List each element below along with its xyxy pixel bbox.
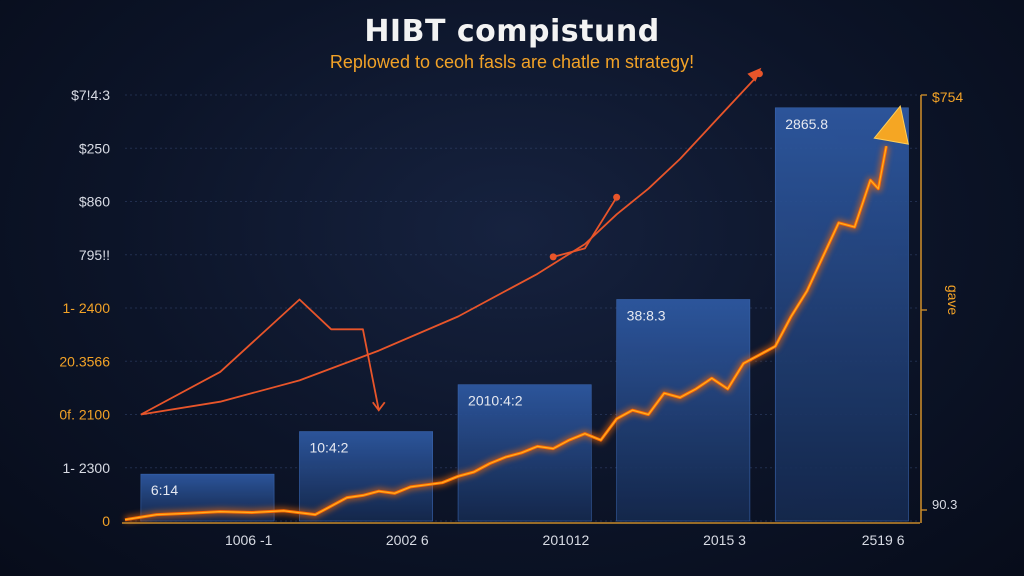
arrow-head-dip bbox=[372, 401, 386, 412]
trend-curve bbox=[140, 298, 380, 416]
right-axis-bottom-label: 90.3 bbox=[932, 497, 957, 512]
trend-curve bbox=[140, 73, 761, 416]
y-tick-label: $860 bbox=[79, 194, 110, 210]
x-tick-label: 2002 6 bbox=[386, 532, 429, 548]
y-tick-label: 1- 2300 bbox=[63, 460, 111, 476]
right-axis-top-label: $754 bbox=[932, 89, 963, 105]
chart-title: HIBT compistund bbox=[364, 14, 660, 49]
y-tick-label: 1- 2400 bbox=[63, 300, 111, 316]
curve-marker bbox=[549, 253, 557, 261]
bar bbox=[299, 431, 433, 522]
y-tick-label: 795!! bbox=[79, 247, 110, 263]
curve-marker bbox=[613, 193, 621, 201]
arrow-head-main bbox=[873, 104, 909, 145]
y-tick-label: $7!4:3 bbox=[71, 87, 110, 103]
trend-curve bbox=[552, 196, 618, 258]
x-tick-label: 201012 bbox=[543, 532, 590, 548]
series-line-core bbox=[124, 145, 887, 521]
right-axis-side-label: gave bbox=[945, 285, 961, 316]
chart-subtitle: Replowed to ceoh fasls are chatle m stra… bbox=[329, 52, 695, 72]
bar-label: 2865.8 bbox=[785, 116, 828, 132]
y-tick-label: 20.3566 bbox=[59, 353, 110, 369]
bar-label: 2010:4:2 bbox=[468, 393, 523, 409]
bar bbox=[774, 107, 909, 522]
arrow-head-curve bbox=[747, 67, 762, 82]
bar-label: 10:4:2 bbox=[309, 440, 348, 456]
x-tick-label: 1006 -1 bbox=[225, 532, 273, 548]
y-tick-label: 0f. 2100 bbox=[59, 407, 110, 423]
bar-label: 6:14 bbox=[151, 482, 178, 498]
x-tick-label: 2519 6 bbox=[862, 532, 905, 548]
bar-label: 38:8.3 bbox=[627, 307, 666, 323]
x-tick-label: 2015 3 bbox=[703, 532, 746, 548]
y-tick-label: 0 bbox=[102, 513, 110, 529]
y-tick-label: $250 bbox=[79, 140, 110, 156]
